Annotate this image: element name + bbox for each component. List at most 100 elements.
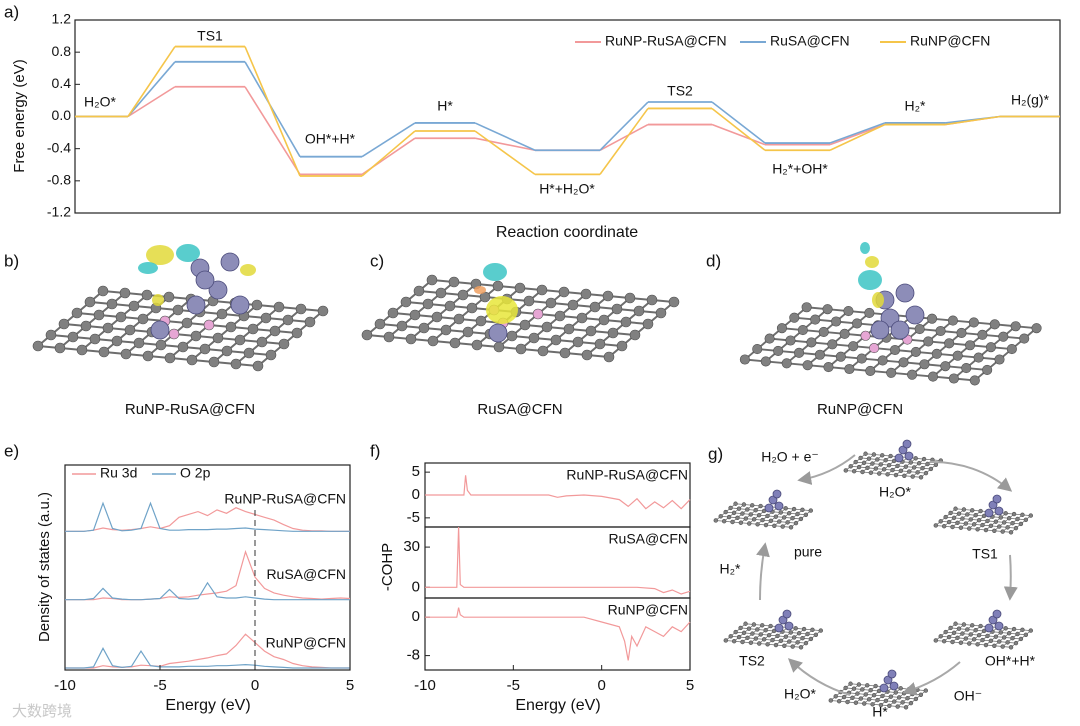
- atom: [554, 310, 566, 322]
- atom: [764, 333, 775, 344]
- y-tick-label: 0.4: [52, 75, 72, 91]
- atom: [405, 333, 417, 345]
- atom: [755, 522, 760, 527]
- atom: [611, 303, 623, 315]
- atom: [777, 519, 782, 524]
- atom: [723, 638, 728, 643]
- legend-label: O 2p: [180, 465, 211, 481]
- atom: [993, 634, 999, 639]
- atom: [921, 456, 927, 462]
- atom: [475, 315, 487, 327]
- atom: [965, 512, 970, 517]
- atom: [163, 291, 175, 303]
- atom: [902, 439, 912, 449]
- atom: [822, 304, 833, 315]
- atom: [935, 325, 946, 337]
- atom: [616, 340, 628, 352]
- atom: [137, 313, 149, 325]
- legend-label: RuNP-RuSA@CFN: [605, 33, 727, 49]
- atom: [931, 348, 942, 359]
- cycle-label: TS2: [739, 653, 765, 669]
- atom: [435, 287, 447, 299]
- atom: [810, 314, 821, 325]
- x-axis-label: Energy (eV): [515, 697, 600, 714]
- atom: [778, 615, 788, 625]
- atom: [256, 336, 268, 348]
- atom: [741, 630, 747, 636]
- charge-density: [146, 245, 174, 265]
- atom: [800, 507, 805, 513]
- atom: [168, 328, 180, 340]
- atom: [925, 461, 930, 467]
- atom: [795, 640, 800, 645]
- cycle-label: H*: [872, 704, 888, 720]
- atom: [774, 501, 784, 511]
- atom: [887, 703, 892, 708]
- atom: [883, 458, 888, 463]
- state-label: TS2: [667, 83, 693, 99]
- cohp-curve: [425, 475, 691, 510]
- atom: [907, 369, 918, 380]
- atom: [216, 308, 228, 320]
- atom: [893, 472, 899, 478]
- atom: [800, 635, 805, 641]
- atom: [853, 459, 858, 465]
- atom: [863, 692, 868, 697]
- atom: [788, 630, 793, 635]
- atom: [910, 474, 915, 479]
- atom: [928, 466, 934, 472]
- atom: [1023, 632, 1029, 637]
- atom: [655, 307, 667, 319]
- atom: [828, 698, 833, 703]
- atom: [746, 626, 752, 631]
- atom: [793, 626, 798, 631]
- y-tick-label: 0: [412, 608, 420, 625]
- atom: [753, 508, 758, 513]
- atom: [950, 524, 955, 530]
- atom: [988, 500, 998, 510]
- atom: [1019, 333, 1030, 344]
- atom: [585, 325, 597, 337]
- atom: [304, 316, 316, 328]
- atom: [920, 465, 925, 471]
- lattice: [933, 506, 1033, 535]
- cycle-label: OH*+H*: [985, 653, 1036, 669]
- panel-curve-label: RuSA@CFN: [608, 531, 688, 547]
- atom: [758, 632, 763, 637]
- panel-curve-label: RuNP@CFN: [266, 634, 346, 650]
- state-label: H₂*: [905, 98, 927, 114]
- atom: [150, 320, 170, 340]
- atom: [195, 270, 215, 290]
- connector: [829, 122, 886, 144]
- atom: [1006, 343, 1017, 355]
- atom: [968, 317, 979, 328]
- atom: [977, 329, 988, 340]
- atom: [1020, 627, 1025, 633]
- charge-density: [483, 263, 507, 281]
- cycle-label: H₂O*: [784, 686, 816, 702]
- atom: [827, 339, 838, 350]
- atom: [836, 699, 842, 704]
- atom: [866, 456, 872, 461]
- atom: [89, 333, 101, 345]
- atom: [781, 515, 787, 520]
- atom: [908, 700, 914, 706]
- atom: [918, 692, 924, 697]
- atom: [723, 509, 728, 515]
- x-tick-label: -10: [54, 677, 76, 694]
- atom: [1005, 525, 1010, 530]
- atom: [278, 338, 290, 350]
- charge-density: [240, 264, 256, 276]
- atom: [808, 636, 814, 642]
- atom: [738, 625, 743, 631]
- atom: [106, 298, 118, 310]
- atom: [926, 313, 938, 324]
- atom: [765, 642, 770, 647]
- subplot-frame: [424, 597, 691, 671]
- atom: [750, 631, 755, 636]
- state-label: OH*+H*: [305, 131, 356, 147]
- atom: [528, 332, 540, 344]
- atom: [798, 516, 804, 522]
- atom: [895, 463, 900, 469]
- connector: [474, 122, 536, 152]
